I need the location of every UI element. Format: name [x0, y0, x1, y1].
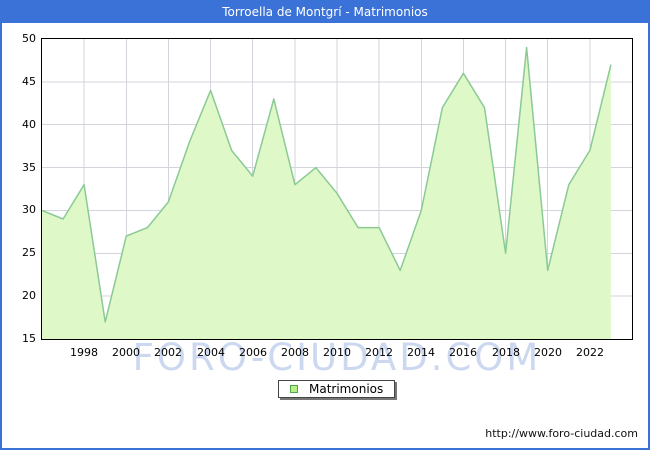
area-fill — [42, 47, 611, 339]
x-tick-label: 2020 — [534, 346, 562, 359]
x-tick-label: 2002 — [154, 346, 182, 359]
y-tick-label: 45 — [22, 75, 36, 88]
x-tick-label: 2000 — [112, 346, 140, 359]
x-tick-label: 2012 — [365, 346, 393, 359]
x-tick-label: 1998 — [70, 346, 98, 359]
x-tick-label: 2014 — [407, 346, 435, 359]
plot-area — [41, 38, 633, 340]
x-tick-label: 2010 — [323, 346, 351, 359]
y-tick-label: 25 — [22, 246, 36, 259]
legend-label: Matrimonios — [309, 382, 384, 396]
x-tick-label: 2018 — [492, 346, 520, 359]
area-line — [42, 46, 612, 323]
x-tick-label: 2004 — [197, 346, 225, 359]
page-title: Torroella de Montgrí - Matrimonios — [2, 2, 648, 23]
legend: Matrimonios — [278, 380, 396, 398]
footer-url[interactable]: http://www.foro-ciudad.com — [485, 427, 638, 440]
x-tick-label: 2006 — [239, 346, 267, 359]
x-tick-label: 2022 — [576, 346, 604, 359]
y-tick-label: 15 — [22, 332, 36, 345]
x-tick-label: 2008 — [281, 346, 309, 359]
y-tick-label: 50 — [22, 32, 36, 45]
area-chart — [42, 39, 632, 339]
y-tick-label: 40 — [22, 118, 36, 131]
watermark: FORO-CIUDAD.COM — [132, 336, 542, 379]
x-tick-label: 2016 — [449, 346, 477, 359]
y-tick-label: 35 — [22, 161, 36, 174]
legend-swatch-icon — [290, 385, 298, 393]
y-tick-label: 30 — [22, 203, 36, 216]
y-tick-label: 20 — [22, 289, 36, 302]
